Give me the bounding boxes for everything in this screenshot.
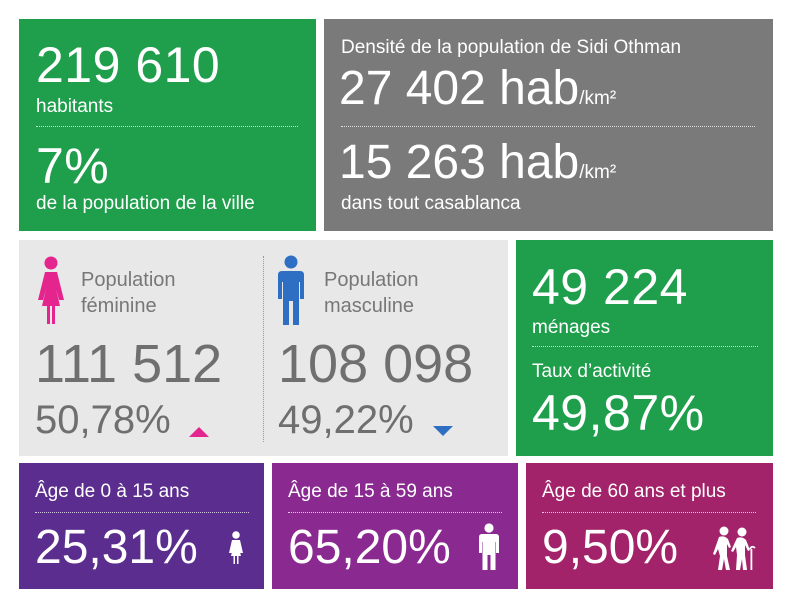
population-total: 219 610 (36, 37, 221, 93)
female-percent: 50,78% (35, 398, 171, 442)
female-count: 111 512 (35, 334, 223, 394)
gender-tile: Population féminine 111 512 50,78% Popul… (19, 240, 508, 456)
age-group-percent: 65,20% (288, 521, 451, 574)
male-icon (278, 255, 304, 325)
female-title-line2: féminine (81, 295, 157, 317)
population-share: 7% (36, 138, 110, 194)
density-city-value: 15 263 hab (339, 136, 580, 189)
male-count: 108 098 (278, 334, 474, 394)
age-group-percent: 9,50% (542, 521, 679, 574)
age-group-15-59-tile: Âge de 15 à 59 ans 65,20% (272, 463, 518, 589)
adult-icon (479, 523, 499, 570)
age-group-label: Âge de 0 à 15 ans (35, 481, 190, 502)
divider (532, 346, 758, 347)
male-percent: 49,22% (278, 398, 414, 442)
population-share-label: de la population de la ville (36, 193, 255, 214)
households-label: ménages (532, 317, 611, 338)
gender-divider (263, 256, 264, 442)
density-local: 27 402 hab/km² (339, 65, 616, 113)
divider (36, 126, 298, 127)
divider (288, 512, 502, 513)
trend-down-icon (433, 426, 453, 436)
age-group-label: Âge de 15 à 59 ans (288, 481, 453, 502)
divider (35, 512, 249, 513)
divider (542, 512, 756, 513)
age-group-percent: 25,31% (35, 521, 198, 574)
density-title: Densité de la population de Sidi Othman (341, 37, 682, 58)
density-local-unit: /km² (579, 88, 617, 109)
female-title-line1: Population (81, 269, 176, 291)
child-icon (229, 531, 243, 564)
density-city-unit: /km² (579, 162, 617, 183)
age-group-60-plus-tile: Âge de 60 ans et plus 9,50% (526, 463, 773, 589)
activity-rate: 49,87% (532, 385, 705, 441)
households-count: 49 224 (532, 259, 688, 315)
trend-up-icon (189, 427, 209, 437)
density-city: 15 263 hab/km² (339, 139, 616, 187)
divider (341, 126, 755, 127)
male-title-line2: masculine (324, 295, 415, 317)
population-tile: 219 610 habitants 7% de la population de… (19, 19, 316, 231)
density-local-value: 27 402 hab (339, 62, 580, 115)
activity-label: Taux d’activité (532, 361, 652, 382)
density-city-label: dans tout casablanca (341, 193, 521, 214)
density-tile: Densité de la population de Sidi Othman … (324, 19, 773, 231)
female-icon (38, 256, 64, 324)
elderly-couple-icon (713, 526, 756, 570)
male-title-line1: Population (324, 269, 419, 291)
age-group-label: Âge de 60 ans et plus (542, 481, 726, 502)
age-group-0-15-tile: Âge de 0 à 15 ans 25,31% (19, 463, 264, 589)
population-total-label: habitants (36, 96, 114, 117)
households-tile: 49 224 ménages Taux d’activité 49,87% (516, 240, 773, 456)
